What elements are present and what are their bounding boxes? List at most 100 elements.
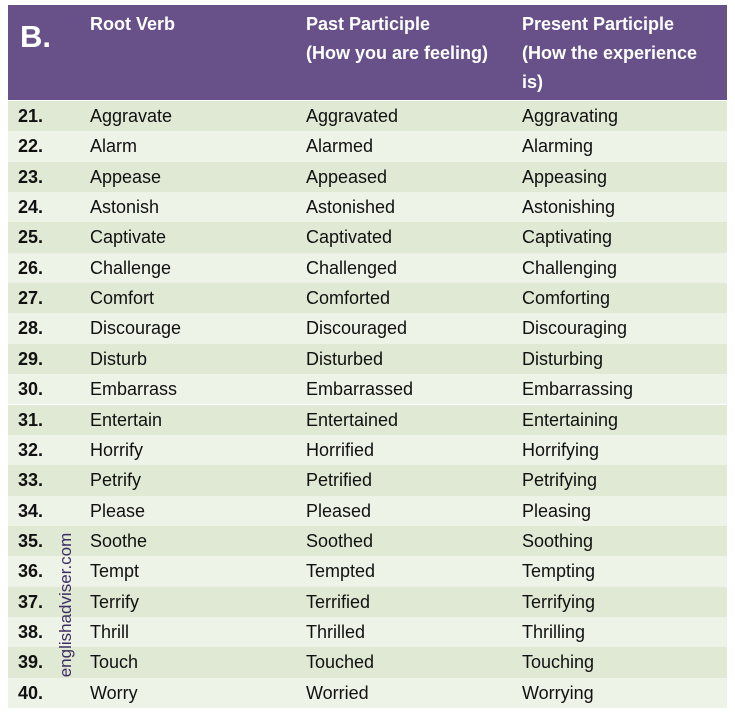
table: B. Root Verb Past Participle (How you are … [8,5,727,708]
table-row: 26. Challenge Challenged Challenging [8,252,727,284]
column-header: Root Verb [90,14,176,34]
row-number: 33. [18,470,44,491]
cell: Horrified [306,439,375,460]
cell: Aggravate [90,106,173,126]
table-row: 22. Alarm Alarmed Alarming [8,131,727,162]
row-number: 37. [18,591,44,612]
column-header: (How you are feeling) [306,43,489,63]
cell: Discouraging [522,318,628,339]
cell: Appease [90,166,162,187]
table-row: 31. Entertain Entertained Entertaining [8,404,727,435]
cell: Alarming [522,136,594,157]
cell: Aggravated [306,106,399,126]
row-number: 26. [18,257,44,278]
cell: Thrill [90,621,129,642]
table-row: 33. Petrify Petrified Petrifying [8,465,727,496]
table-row: 40. Worry Worried Worrying [8,677,727,708]
table-row: 34. Please Pleased Pleasing [8,495,727,526]
cell: Tempting [522,561,596,582]
cell: Alarm [90,136,138,157]
table-row: 37. Terrify Terrified Terrifying [8,586,727,617]
cell: Challenged [306,257,398,278]
row-number: 22. [18,136,44,157]
table-row: 36. Tempt Tempted Tempting [8,556,727,587]
table-row: 23. Appease Appeased Appeasing [8,161,727,193]
cell: Thrilling [522,621,586,642]
cell: Touch [90,652,139,673]
cell: Appeasing [522,166,608,187]
cell: Worry [90,682,138,703]
cell: Worried [306,682,369,703]
cell: Thrilled [306,621,366,642]
cell: Embarrassed [306,379,414,400]
cell: Horrify [90,439,143,460]
row-number: 31. [18,409,44,430]
row-number: 23. [18,166,44,187]
cell: Worrying [522,682,594,703]
table-row: 38. Thrill Thrilled Thrilling [8,616,727,648]
cell: Comfort [90,288,155,309]
row-number: 35. [18,530,44,551]
table-row: 25. Captivate Captivated Captivating [8,222,727,253]
column-header: (How the experience [522,43,698,63]
cell: Tempt [90,561,140,582]
cell: Soothe [90,530,148,551]
column-header: Present Participle [522,14,675,34]
cell: Disturbing [522,348,604,369]
row-number: 27. [18,288,44,309]
row-number: 25. [18,227,44,248]
cell: Captivated [306,227,393,248]
row-number: 21. [18,106,44,126]
cell: Alarmed [306,136,374,157]
table-row: 39. Touch Touched Touching [8,647,727,678]
cell: Touching [522,652,595,673]
table-row: 35. Soothe Soothed Soothing [8,525,727,557]
cell: Soothed [306,530,374,551]
cell: Challenge [90,257,172,278]
cell: Aggravating [522,106,619,126]
cell: Astonishing [522,197,616,218]
row-number: 36. [18,561,44,582]
cell: Terrified [306,591,371,612]
cell: Petrified [306,470,373,491]
row-number: 34. [18,500,44,521]
cell: Petrifying [522,470,598,491]
cell: Embarrass [90,379,178,400]
table-row: 32. Horrify Horrified Horrifying [8,434,727,466]
table-row: 30. Embarrass Embarrassed Embarrassing [8,374,727,405]
cell: Disturb [90,348,148,369]
cell: Discourage [90,318,182,339]
cell: Petrify [90,470,142,491]
watermark: englishadviser.com [56,532,75,678]
table-row: 24. Astonish Astonished Astonishing [8,192,727,223]
row-number: 29. [18,348,44,369]
row-number: 24. [18,197,44,218]
section-label: B. [20,19,51,54]
table-row: 29. Disturb Disturbed Disturbing [8,343,727,375]
row-number: 39. [18,652,44,673]
cell: Soothing [522,530,594,551]
cell: Comforting [522,288,611,309]
cell: Tempted [306,561,376,582]
cell: Touched [306,652,375,673]
column-header: Past Participle [306,14,431,34]
row-number: 28. [18,318,44,339]
cell: Astonish [90,197,160,218]
cell: Disturbed [306,348,384,369]
cell: Captivating [522,227,613,248]
cell: Embarrassing [522,379,634,400]
row-number: 40. [18,682,44,703]
cell: Horrifying [522,439,600,460]
header: B. Root Verb Past Participle (How you are … [8,5,727,100]
cell: Pleased [306,500,372,521]
row-number: 30. [18,379,44,400]
column-header: is) [522,72,544,92]
cell: Terrifying [522,591,596,612]
cell: Astonished [306,197,396,218]
cell: Comforted [306,288,391,309]
cell: Pleasing [522,500,592,521]
cell: Entertain [90,409,163,430]
cell: Please [90,500,146,521]
table-row: 21. Aggravate Aggravated Aggravating [8,101,727,132]
